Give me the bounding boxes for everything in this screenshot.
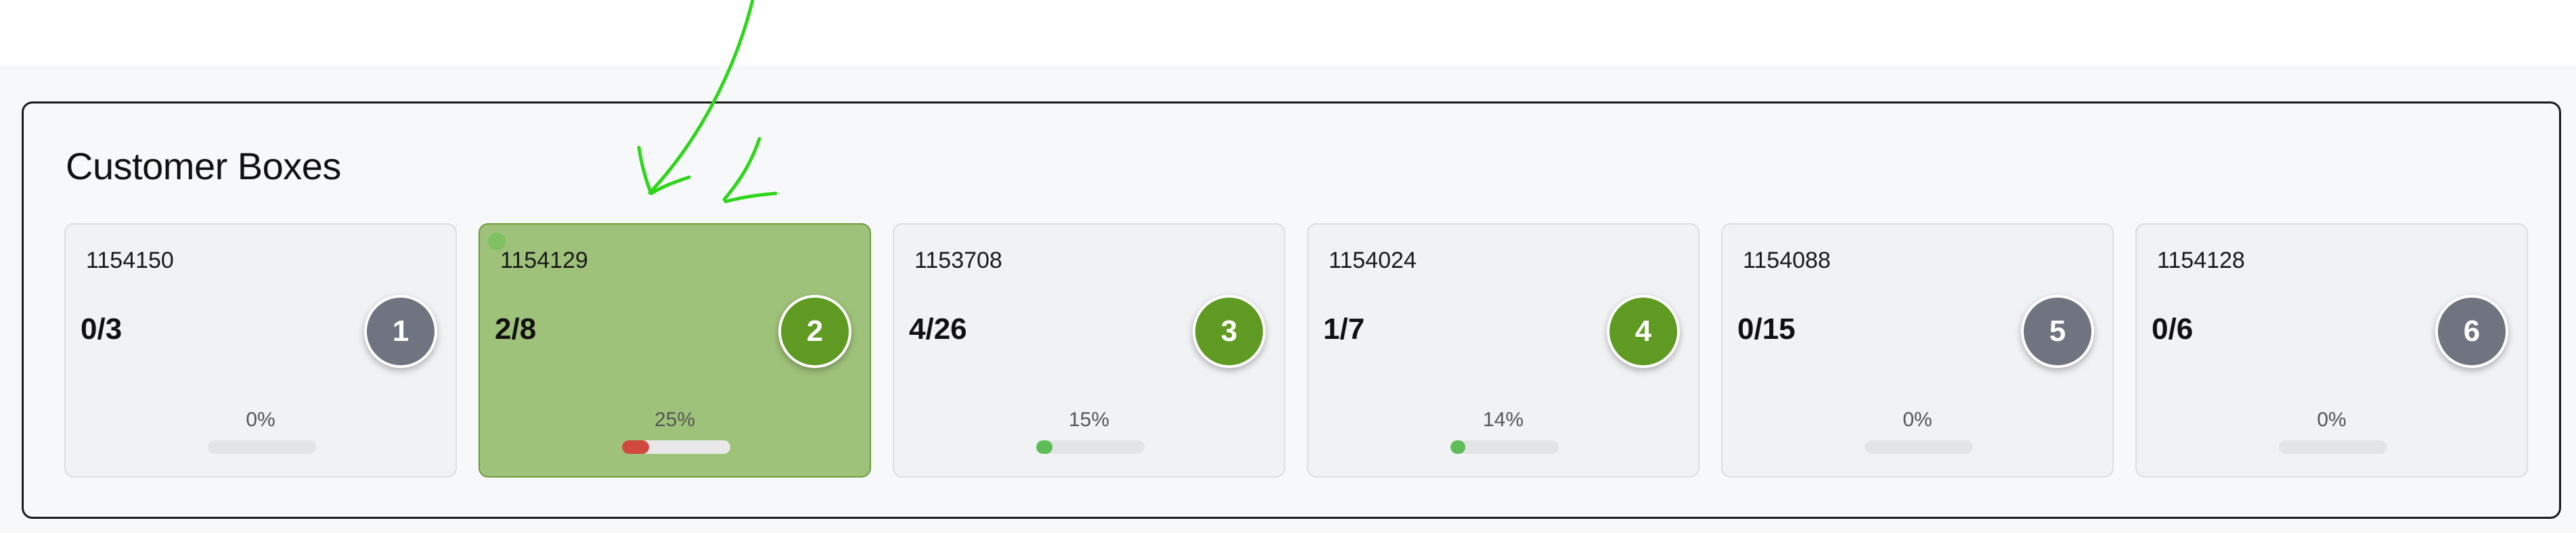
box-count: 0/3 xyxy=(81,312,123,346)
box-id: 1154024 xyxy=(1329,248,1417,273)
box-count: 0/6 xyxy=(2152,312,2194,346)
box-id: 1154128 xyxy=(2157,248,2245,273)
customer-box[interactable]: 1154088 0/15 5 0% xyxy=(1721,223,2114,478)
progress-percent: 0% xyxy=(246,409,275,431)
box-count: 2/8 xyxy=(495,312,537,346)
box-number-badge: 5 xyxy=(2021,295,2094,368)
top-blank-area xyxy=(0,0,2576,66)
box-id: 1153708 xyxy=(914,248,1002,273)
box-count: 0/15 xyxy=(1737,312,1796,346)
box-number-badge: 2 xyxy=(778,295,851,368)
progress-track xyxy=(1036,440,1145,454)
progress-track xyxy=(208,440,316,454)
progress-track xyxy=(2279,440,2387,454)
progress-track xyxy=(622,440,730,454)
customer-box[interactable]: 1153708 4/26 3 15% xyxy=(893,223,1285,478)
box-count: 1/7 xyxy=(1323,312,1365,346)
progress-percent: 0% xyxy=(2317,409,2347,431)
box-id: 1154129 xyxy=(500,248,588,273)
customer-box[interactable]: 1154128 0/6 6 0% xyxy=(2135,223,2528,478)
box-number-badge: 4 xyxy=(1607,295,1680,368)
progress-percent: 14% xyxy=(1482,409,1524,431)
progress-fill xyxy=(1450,440,1466,454)
customer-box-selected[interactable]: 1154129 2/8 2 25% xyxy=(479,223,871,478)
box-number-badge: 6 xyxy=(2435,295,2508,368)
progress-fill xyxy=(622,440,649,454)
progress-percent: 25% xyxy=(654,409,696,431)
box-row: 1154150 0/3 1 0% 1154129 2/8 2 25% 11537… xyxy=(64,223,2528,478)
progress-track xyxy=(1450,440,1559,454)
customer-box[interactable]: 1154024 1/7 4 14% xyxy=(1307,223,1700,478)
progress-track xyxy=(1865,440,1973,454)
box-count: 4/26 xyxy=(909,312,967,346)
customer-box[interactable]: 1154150 0/3 1 0% xyxy=(64,223,457,478)
selected-status-dot xyxy=(488,233,506,250)
box-number-badge: 1 xyxy=(364,295,437,368)
box-number-badge: 3 xyxy=(1193,295,1266,368)
box-id: 1154150 xyxy=(86,248,174,273)
progress-percent: 0% xyxy=(1903,409,1932,431)
progress-percent: 15% xyxy=(1068,409,1110,431)
progress-fill xyxy=(1036,440,1052,454)
panel-title: Customer Boxes xyxy=(66,145,341,187)
customer-boxes-panel: Customer Boxes 1154150 0/3 1 0% 1154129 … xyxy=(22,101,2561,519)
box-id: 1154088 xyxy=(1743,248,1831,273)
